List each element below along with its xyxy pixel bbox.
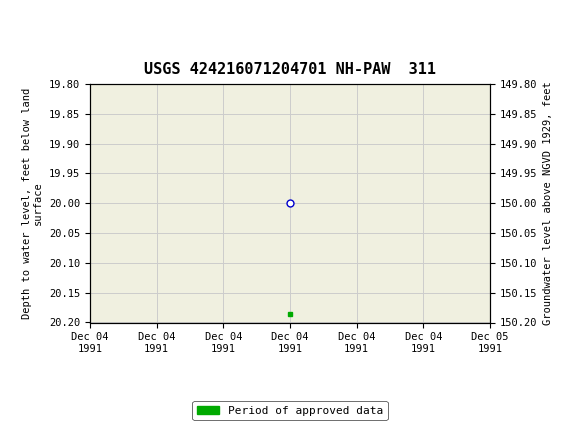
Legend: Period of approved data: Period of approved data: [193, 401, 387, 420]
Y-axis label: Depth to water level, feet below land
surface: Depth to water level, feet below land su…: [22, 88, 44, 319]
Text: ≈USGS: ≈USGS: [9, 12, 79, 29]
Text: USGS 424216071204701 NH-PAW  311: USGS 424216071204701 NH-PAW 311: [144, 62, 436, 77]
Y-axis label: Groundwater level above NGVD 1929, feet: Groundwater level above NGVD 1929, feet: [543, 81, 553, 325]
